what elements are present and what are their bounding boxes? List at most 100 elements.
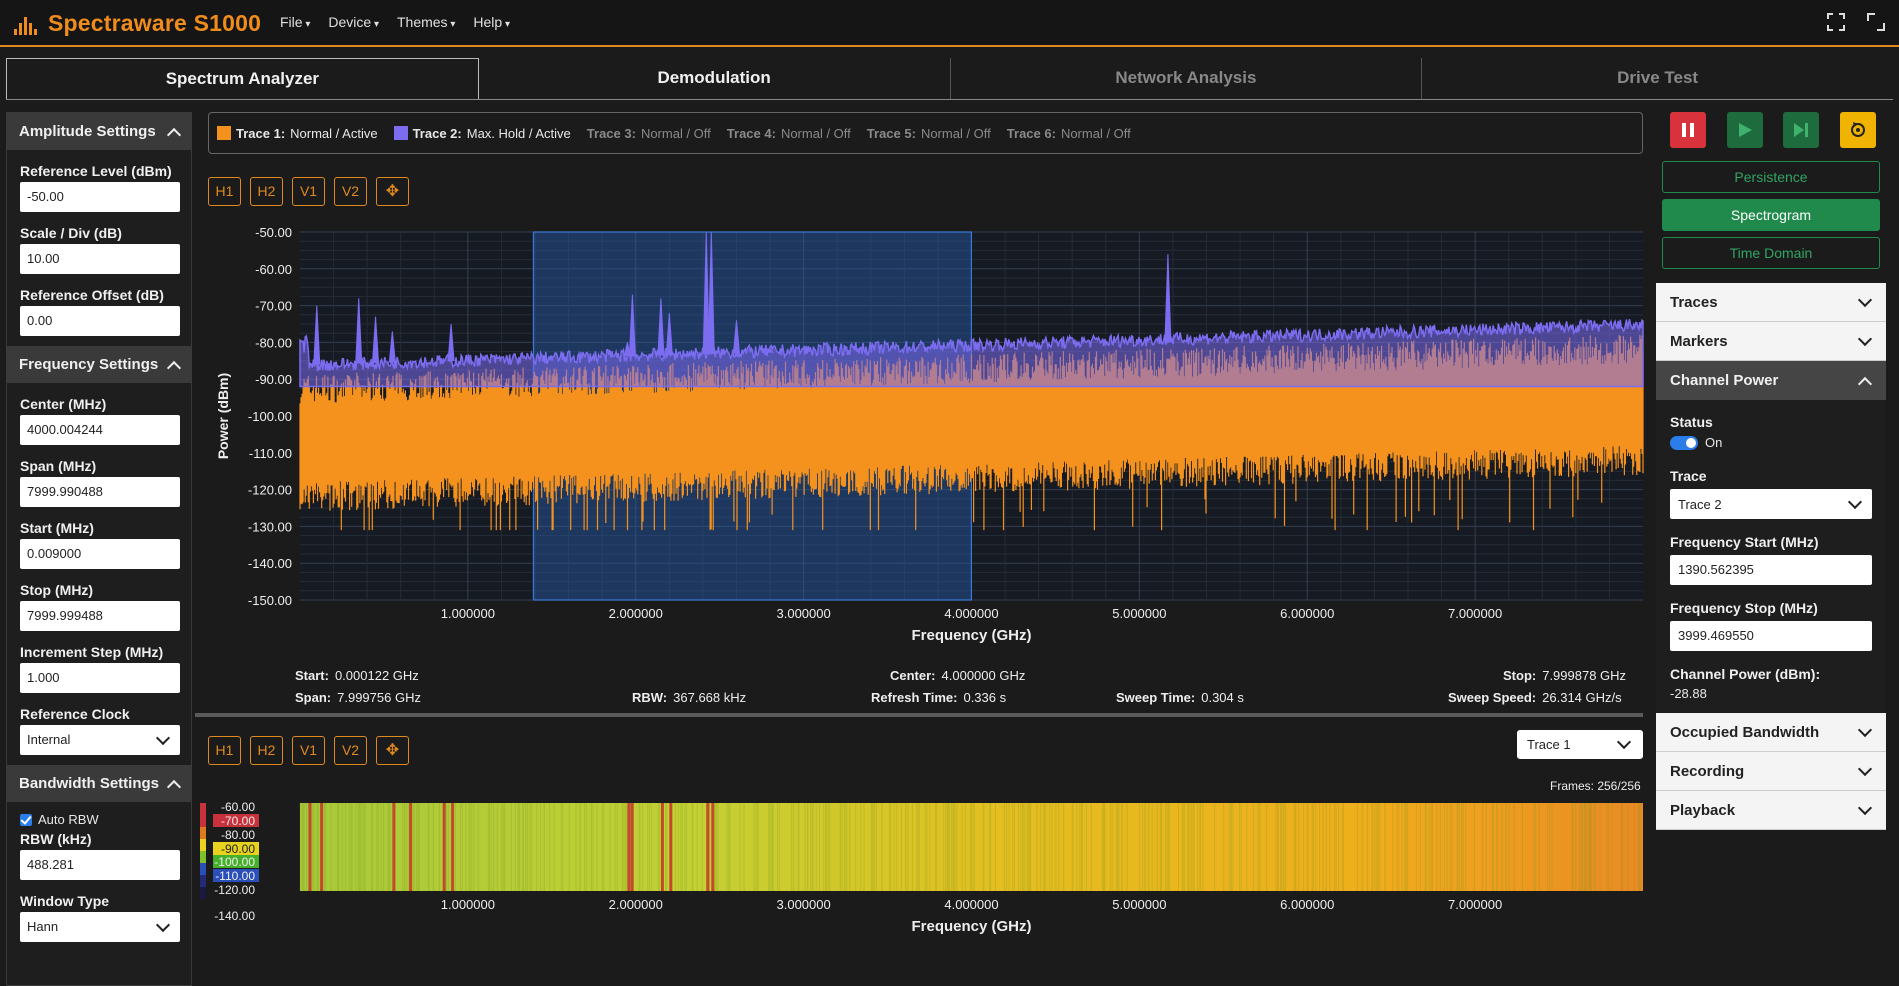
trace-2-peak xyxy=(1164,254,1172,343)
status-toggle[interactable] xyxy=(1670,435,1698,450)
pan-move-icon[interactable]: ✥ xyxy=(376,736,409,765)
top-bar: Spectraware S1000 File Device Themes Hel… xyxy=(0,0,1899,47)
reference-offset-input[interactable]: 0.00 xyxy=(20,306,180,336)
spectrum-chart[interactable]: -50.00 -60.00 -70.00 -80.00 -90.00 -100.00 -11… xyxy=(208,220,1648,650)
spectrogram-signal-line xyxy=(409,803,413,891)
channel-trace-select[interactable]: Trace 2 xyxy=(1670,489,1872,519)
auto-rbw-checkbox[interactable]: Auto RBW xyxy=(7,812,191,827)
trace-2-peak xyxy=(628,294,636,357)
reference-level-input[interactable]: -50.00 xyxy=(20,182,180,212)
spectrogram-signal-line xyxy=(711,803,715,891)
field-label: Scale / Div (dB) xyxy=(20,225,122,241)
rbw-input[interactable]: 488.281 xyxy=(20,850,180,880)
start-input[interactable]: 0.009000 xyxy=(20,539,180,569)
playback-accordion[interactable]: Playback xyxy=(1656,791,1886,830)
trace-3-legend[interactable]: Trace 3: Normal / Off xyxy=(587,126,711,141)
stop-input[interactable]: 7999.999488 xyxy=(20,601,180,631)
trace-4-legend[interactable]: Trace 4: Normal / Off xyxy=(727,126,851,141)
panel-splitter[interactable] xyxy=(195,713,1643,717)
field-label: Reference Level (dBm) xyxy=(20,163,172,179)
tab-spectrum-analyzer[interactable]: Spectrum Analyzer xyxy=(6,58,479,99)
spectrogram-trace-select[interactable]: Trace 1 xyxy=(1517,730,1643,759)
bandwidth-settings-header[interactable]: Bandwidth Settings xyxy=(7,765,191,802)
x-tick-label: 3.000000 xyxy=(777,897,831,912)
channel-power-accordion[interactable]: Channel Power xyxy=(1656,361,1886,400)
x-tick-label: 5.000000 xyxy=(1112,606,1166,621)
menu-device[interactable]: Device xyxy=(328,14,379,30)
y-tick-label: -130.00 xyxy=(248,519,292,534)
color-scale-segment xyxy=(200,863,206,875)
color-scale-label: -100.00 xyxy=(214,855,255,869)
stat-value: 0.304 s xyxy=(1201,690,1244,705)
v2-marker-button[interactable]: V2 xyxy=(334,177,367,206)
pause-button[interactable] xyxy=(1670,112,1706,148)
menu-file[interactable]: File xyxy=(280,14,310,30)
h2-marker-button[interactable]: H2 xyxy=(250,736,283,765)
stat-label: Center: xyxy=(890,668,936,683)
pan-move-icon[interactable]: ✥ xyxy=(376,177,409,206)
frequency-settings-header[interactable]: Frequency Settings xyxy=(7,346,191,383)
menu-help[interactable]: Help xyxy=(473,14,510,30)
y-tick-label: -120.00 xyxy=(248,483,292,498)
trace-2-swatch xyxy=(393,126,408,140)
stat-label: Stop: xyxy=(1503,668,1537,683)
v1-marker-button[interactable]: V1 xyxy=(292,177,325,206)
tab-network-analysis[interactable]: Network Analysis xyxy=(951,58,1423,99)
recording-accordion[interactable]: Recording xyxy=(1656,752,1886,791)
h1-marker-button[interactable]: H1 xyxy=(208,736,241,765)
status-toggle-row: On xyxy=(1670,435,1872,450)
center-input[interactable]: 4000.004244 xyxy=(20,415,180,445)
stat-center: Center: 4.000000 GHz xyxy=(890,668,1025,683)
trace-2-legend[interactable]: Trace 2: Max. Hold / Active xyxy=(393,126,571,141)
x-tick-label: 1.000000 xyxy=(441,606,495,621)
field-label: Center (MHz) xyxy=(20,396,107,412)
trace-5-legend[interactable]: Trace 5: Normal / Off xyxy=(867,126,991,141)
step-button[interactable] xyxy=(1783,112,1819,148)
reset-button[interactable] xyxy=(1840,112,1876,148)
frequency-start-input[interactable]: 1390.562395 xyxy=(1670,555,1872,585)
trace-1-legend[interactable]: Trace 1: Normal / Active xyxy=(217,126,378,141)
chevron-down-icon xyxy=(1857,761,1873,776)
stat-rbw: RBW: 367.668 kHz xyxy=(632,690,746,705)
tab-drive-test[interactable]: Drive Test xyxy=(1617,68,1699,87)
traces-accordion[interactable]: Traces xyxy=(1656,283,1886,322)
persistence-button[interactable]: Persistence xyxy=(1662,161,1880,193)
occupied-bandwidth-accordion[interactable]: Occupied Bandwidth xyxy=(1656,713,1886,752)
spectrogram-signal-line xyxy=(627,803,631,891)
trace-mode: Normal / Off xyxy=(640,125,711,141)
menu-themes[interactable]: Themes xyxy=(397,14,455,30)
trace-2-peak xyxy=(447,323,455,362)
stat-value: 367.668 kHz xyxy=(673,690,747,705)
amplitude-settings-header[interactable]: Amplitude Settings xyxy=(7,113,191,150)
spectrogram-signal-line xyxy=(320,803,324,891)
stat-value: 0.336 s xyxy=(963,690,1007,705)
h2-marker-button[interactable]: H2 xyxy=(250,177,283,206)
window-type-select[interactable]: Hann xyxy=(20,912,180,942)
v1-marker-button[interactable]: V1 xyxy=(292,736,325,765)
x-tick-label: 1.000000 xyxy=(441,897,495,912)
color-scale-segment xyxy=(200,815,206,827)
color-scale-segment xyxy=(200,827,206,839)
span-input[interactable]: 7999.990488 xyxy=(20,477,180,507)
frequency-stop-input[interactable]: 3999.469550 xyxy=(1670,621,1872,651)
h1-marker-button[interactable]: H1 xyxy=(208,177,241,206)
color-scale-label: -70.00 xyxy=(221,814,255,828)
tab-demodulation[interactable]: Demodulation xyxy=(479,58,951,99)
reference-clock-select[interactable]: Internal xyxy=(20,725,180,755)
scale-div-input[interactable]: 10.00 xyxy=(20,244,180,274)
chevron-down-icon xyxy=(1857,722,1873,737)
selection-icon[interactable] xyxy=(1827,13,1845,31)
accordion-title: Traces xyxy=(1670,293,1718,311)
trace-mode: Normal / Off xyxy=(780,125,851,141)
spectrogram-button[interactable]: Spectrogram xyxy=(1662,199,1880,231)
spectrogram-chart[interactable]: -60.00-70.00-80.00-90.00-100.00-110.00-1… xyxy=(200,795,1648,945)
markers-accordion[interactable]: Markers xyxy=(1656,322,1886,361)
increment-step-input[interactable]: 1.000 xyxy=(20,663,180,693)
fullscreen-icon[interactable] xyxy=(1867,13,1885,31)
v2-marker-button[interactable]: V2 xyxy=(334,736,367,765)
time-domain-button[interactable]: Time Domain xyxy=(1662,237,1880,269)
trace-6-legend[interactable]: Trace 6: Normal / Off xyxy=(1007,126,1131,141)
logo: Spectraware S1000 xyxy=(14,10,261,37)
trace-2-peak xyxy=(665,312,673,356)
play-button[interactable] xyxy=(1727,112,1763,148)
